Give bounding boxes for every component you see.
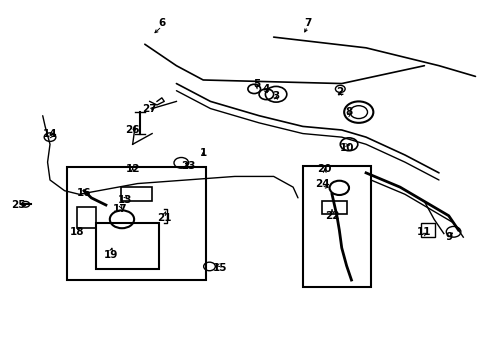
Text: 27: 27 <box>142 104 157 113</box>
Text: 14: 14 <box>42 129 57 139</box>
Bar <box>77 207 96 228</box>
Text: 25: 25 <box>11 200 25 210</box>
Bar <box>322 202 346 214</box>
Text: 21: 21 <box>157 212 171 222</box>
Bar <box>302 166 370 287</box>
Text: 18: 18 <box>69 227 84 237</box>
Bar <box>67 167 205 280</box>
Text: 4: 4 <box>262 84 269 94</box>
Text: 20: 20 <box>317 164 331 174</box>
Text: 5: 5 <box>252 78 260 89</box>
Text: 23: 23 <box>181 161 195 171</box>
Text: 15: 15 <box>212 262 227 273</box>
Text: 7: 7 <box>304 18 311 28</box>
Text: 10: 10 <box>339 143 353 153</box>
Text: 8: 8 <box>345 107 352 117</box>
Text: 16: 16 <box>77 188 91 198</box>
Text: 13: 13 <box>118 195 132 204</box>
Text: 17: 17 <box>113 203 127 213</box>
Text: 19: 19 <box>103 250 118 260</box>
Bar <box>120 187 152 202</box>
Text: 22: 22 <box>324 211 339 221</box>
Text: 11: 11 <box>416 227 431 237</box>
Text: 24: 24 <box>314 179 329 189</box>
Text: 3: 3 <box>272 91 279 101</box>
Text: 1: 1 <box>199 148 206 158</box>
Text: 6: 6 <box>158 18 165 28</box>
Bar <box>420 223 434 237</box>
Text: 9: 9 <box>444 232 451 242</box>
Text: 26: 26 <box>125 125 140 135</box>
Text: 12: 12 <box>125 164 140 174</box>
Bar <box>96 223 159 269</box>
Text: 2: 2 <box>335 87 342 98</box>
